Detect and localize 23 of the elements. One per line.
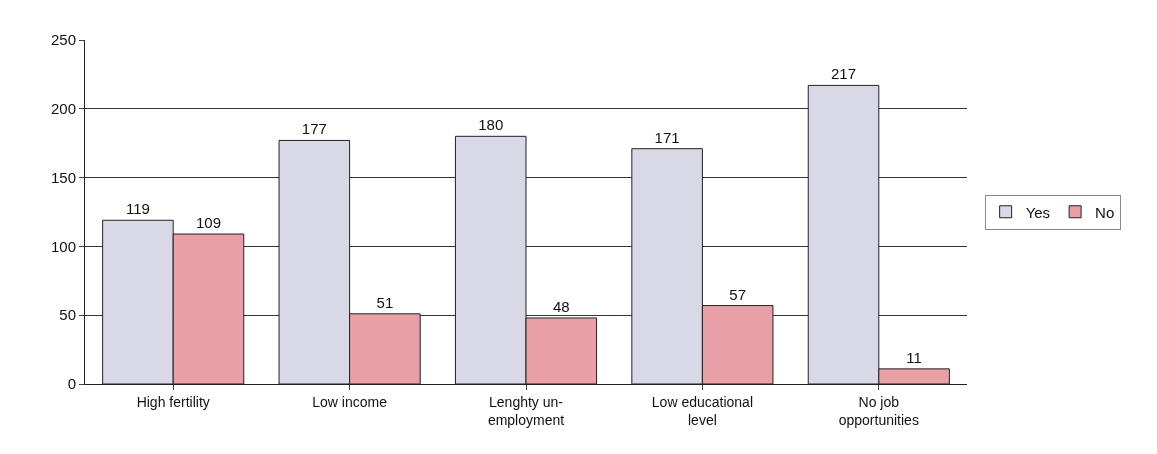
x-tick-label: Low educational level (651, 393, 753, 428)
x-tick-label: High fertility (136, 393, 210, 410)
data-label: 171 (654, 128, 680, 146)
legend-label: No (1095, 203, 1115, 221)
y-tick-label: 100 (50, 237, 76, 255)
data-label: 177 (301, 120, 327, 138)
y-tick-label: 0 (67, 375, 76, 393)
y-tick-label: 50 (59, 306, 76, 324)
data-label: 11 (906, 348, 922, 366)
data-label: 51 (376, 293, 394, 311)
data-label: 109 (195, 214, 221, 232)
data-label: 57 (729, 285, 747, 303)
data-label: 180 (478, 116, 504, 134)
y-tick-label: 150 (50, 168, 76, 186)
x-tick-label: Lenghty un- employment (487, 393, 565, 428)
data-label: 119 (125, 200, 150, 218)
y-tick-label: 200 (50, 100, 76, 118)
x-tick-label: No job opportunities (838, 393, 919, 428)
x-tick-label: Low income (312, 393, 388, 410)
data-label: 217 (831, 65, 857, 83)
data-label: 48 (552, 297, 570, 315)
y-tick-label: 250 (50, 31, 76, 49)
legend-label: Yes (1025, 203, 1051, 221)
